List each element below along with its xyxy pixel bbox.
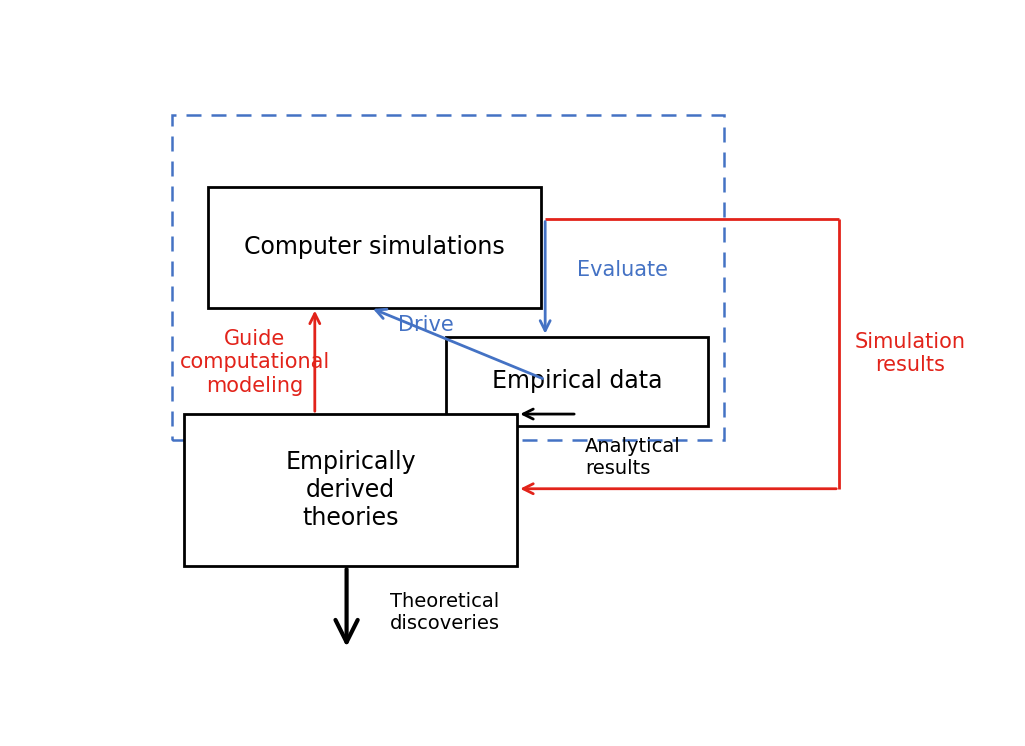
Text: Evaluate: Evaluate	[577, 260, 668, 280]
Bar	[446, 336, 708, 425]
Text: Drive: Drive	[398, 315, 454, 335]
Bar	[172, 116, 724, 440]
Bar	[183, 414, 518, 566]
Text: Simulation
results: Simulation results	[855, 332, 966, 375]
Text: Empirically
derived
theories: Empirically derived theories	[285, 451, 416, 530]
Text: Empirical data: Empirical data	[492, 369, 662, 393]
Bar	[207, 187, 541, 308]
Text: Guide
computational
modeling: Guide computational modeling	[179, 329, 330, 395]
Text: Theoretical
discoveries: Theoretical discoveries	[391, 592, 500, 633]
Text: Computer simulations: Computer simulations	[244, 236, 504, 260]
Text: Analytical
results: Analytical results	[585, 436, 681, 477]
